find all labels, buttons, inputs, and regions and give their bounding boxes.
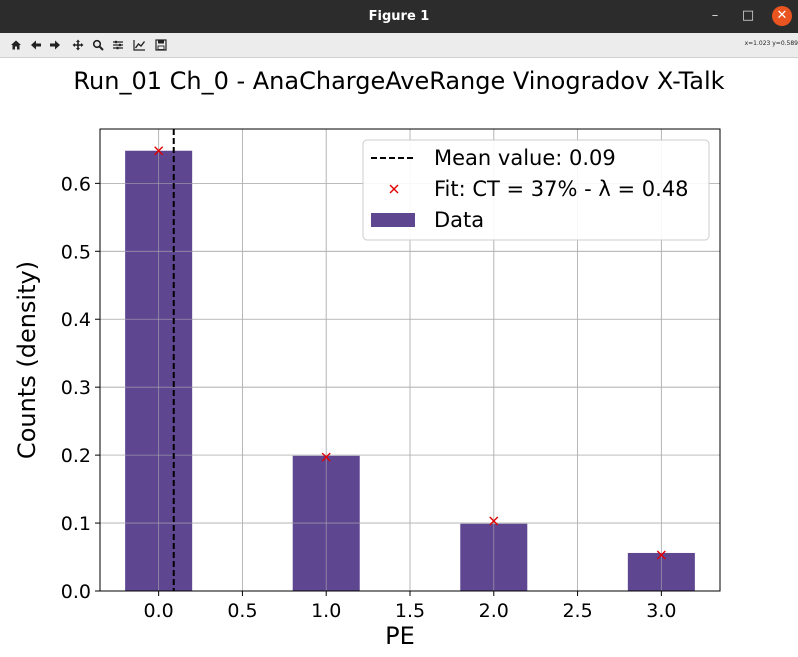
x-tick-label: 1.0 — [311, 600, 341, 622]
legend-entry-label: Data — [434, 208, 484, 232]
x-tick-label: 1.5 — [395, 600, 425, 622]
minimize-button[interactable]: – — [711, 8, 719, 23]
navigation-toolbar: x=1.023 y=0.589 — [0, 33, 798, 58]
window-title: Figure 1 — [368, 9, 430, 24]
legend-entry-label: Fit: CT = 37% - λ = 0.48 — [434, 177, 689, 201]
y-tick-label: 0.5 — [61, 241, 91, 263]
fit-marker — [489, 516, 499, 526]
x-axis-label: PE — [385, 622, 415, 650]
legend-entry-label: Mean value: 0.09 — [434, 146, 616, 170]
y-tick-label: 0.6 — [61, 173, 91, 195]
forward-icon[interactable] — [47, 36, 63, 54]
chart-title: Run_01 Ch_0 - AnaChargeAveRange Vinograd… — [73, 67, 724, 95]
legend-box — [362, 139, 710, 241]
coords-readout: x=1.023 y=0.589 — [744, 40, 798, 47]
x-tick-label: 2.5 — [562, 600, 592, 622]
y-tick-label: 0.0 — [61, 581, 91, 603]
y-ticks: 0.0 0.1 0.2 0.3 0.4 0.5 0.6 — [61, 173, 100, 603]
y-tick-label: 0.1 — [61, 513, 91, 535]
legend: Mean value: 0.09 Fit: CT = 37% - λ = 0.48… — [362, 139, 710, 241]
legend-data-swatch — [371, 213, 415, 227]
fit-marker — [154, 146, 164, 156]
y-tick-label: 0.4 — [61, 309, 91, 331]
x-tick-label: 0.5 — [227, 600, 257, 622]
bars-group — [100, 129, 720, 592]
x-tick-label: 0.0 — [144, 600, 174, 622]
fit-markers-group — [154, 146, 666, 560]
fit-marker — [321, 452, 331, 462]
close-button[interactable]: ✕ — [772, 6, 792, 26]
y-axis-label: Counts (density) — [13, 261, 41, 459]
figure-canvas[interactable]: Run_01 Ch_0 - AnaChargeAveRange Vinograd… — [0, 57, 798, 657]
home-icon[interactable] — [8, 36, 24, 54]
back-icon[interactable] — [28, 36, 44, 54]
y-tick-label: 0.2 — [61, 445, 91, 467]
edit-axis-icon[interactable] — [131, 36, 147, 54]
legend-fit-swatch — [389, 184, 399, 194]
save-icon[interactable] — [153, 36, 169, 54]
x-ticks: 0.0 0.5 1.0 1.5 2.0 2.5 3.0 — [144, 591, 676, 622]
maximize-button[interactable]: □ — [741, 8, 755, 23]
pan-icon[interactable] — [70, 36, 86, 54]
fit-marker — [656, 550, 666, 560]
x-tick-label: 3.0 — [646, 600, 676, 622]
x-tick-label: 2.0 — [479, 600, 509, 622]
configure-subplots-icon[interactable] — [110, 36, 126, 54]
zoom-icon[interactable] — [90, 36, 106, 54]
y-tick-label: 0.3 — [61, 377, 91, 399]
window-titlebar: Figure 1 – □ ✕ — [0, 0, 798, 33]
